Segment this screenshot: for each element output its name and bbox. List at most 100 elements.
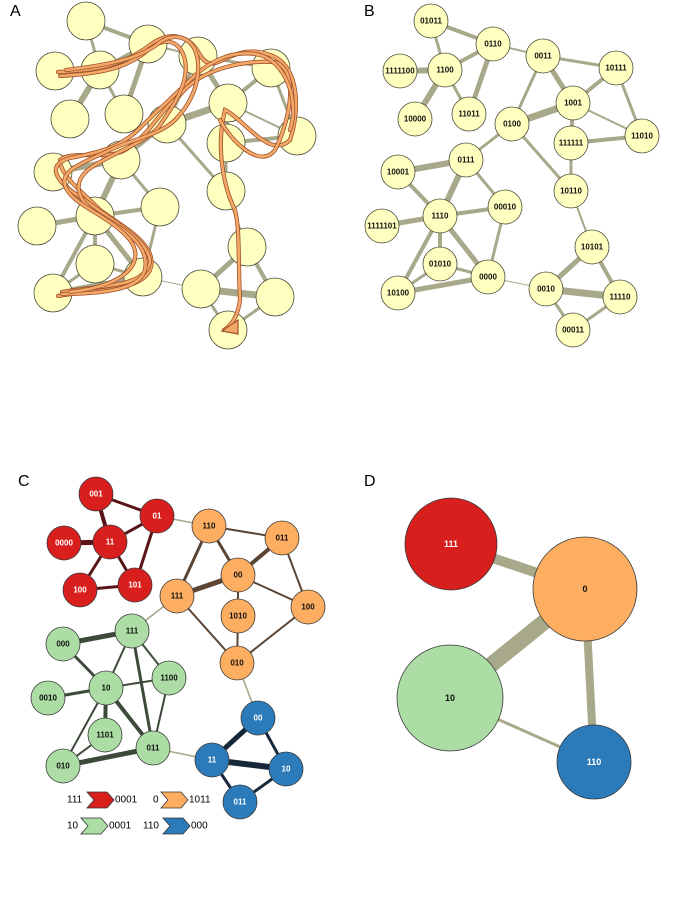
graph-b-node-label: 11011	[458, 110, 480, 119]
graph-c-node-green	[88, 670, 124, 706]
graph-c-node-orange	[220, 598, 256, 634]
graph-c-node-blue	[240, 700, 276, 736]
graph-c-node-green	[45, 748, 81, 784]
graph-c-node-green	[135, 730, 171, 766]
graph-a-node	[140, 187, 180, 227]
graph-b-node-label: 1110	[432, 212, 449, 221]
graph-b-node-label: 0100	[503, 120, 521, 129]
graph-c-node-orange	[191, 508, 227, 544]
graph-b-node-label: 0000	[479, 273, 497, 282]
graph-d-node-label: 0	[582, 584, 587, 594]
graph-b-node	[470, 259, 506, 295]
graph-b-node-label: 11110	[610, 293, 631, 302]
graph-c-node-red	[46, 525, 82, 561]
legend-right-code: 0001	[109, 821, 132, 832]
graph-c-node-green	[87, 717, 123, 753]
graph-c-node-orange	[159, 578, 195, 614]
graph-b-node	[574, 229, 610, 265]
graph-c-node-label: 00	[254, 714, 263, 723]
graph-a-node	[206, 123, 246, 163]
graph-b-node	[451, 96, 487, 132]
graph-b-node	[553, 125, 589, 161]
graph-b-node-label: 0110	[484, 40, 502, 49]
graph-b-node	[528, 271, 564, 307]
graph-c-node-label: 10	[102, 684, 111, 693]
graph-b-node	[397, 101, 433, 137]
graph-c-node-orange	[290, 589, 326, 625]
legend-right-code: 1011	[189, 795, 211, 806]
graph-c-node-label: 011	[276, 534, 289, 543]
graph-d-node-label: 10	[445, 693, 455, 703]
graph-a-node	[104, 94, 144, 134]
graph-b-node-label: 10110	[560, 187, 582, 196]
graph-c-node-label: 011	[234, 798, 247, 807]
trajectory-path	[63, 35, 200, 294]
graph-a-node	[255, 277, 295, 317]
graph-a-node	[66, 1, 106, 41]
graph-b-node	[364, 208, 400, 244]
graph-b-node-label: 00010	[494, 203, 517, 212]
graph-c-node-red	[78, 476, 114, 512]
graph-b-node	[422, 246, 458, 282]
graph-c-node-label: 010	[56, 762, 70, 771]
graph-a-node	[17, 206, 57, 246]
graph-d-node	[404, 497, 498, 591]
graph-c-node-red	[139, 498, 175, 534]
graph-c-node-label: 111	[126, 627, 139, 636]
graph-d-node-label: 110	[587, 757, 602, 767]
legend-chevron-icon	[80, 817, 109, 835]
panel-a-trajectory-graph	[17, 1, 317, 350]
graph-c-node-label: 110	[203, 522, 216, 531]
graph-b-node	[598, 50, 634, 86]
graph-c-node-green	[30, 680, 66, 716]
graph-c-node-orange	[220, 557, 256, 593]
graph-b-node-label: 111111	[559, 139, 584, 148]
graph-b-node	[553, 173, 589, 209]
panel-label-b: B	[364, 3, 375, 20]
graph-c-node-label: 101	[128, 581, 142, 590]
graph-b-node-label: 10000	[404, 115, 427, 124]
graph-c-node-label: 100	[73, 586, 87, 595]
graph-c-node-label: 100	[301, 603, 315, 612]
graph-b-node-label: 1100	[436, 66, 454, 75]
graph-c-node-label: 0000	[55, 539, 73, 548]
graph-b-node	[487, 189, 523, 225]
panel-label-c: C	[18, 473, 30, 490]
graph-b-node	[380, 275, 416, 311]
graph-c-node-red	[117, 567, 153, 603]
legend-chevron-icon	[162, 817, 191, 835]
graph-a-node	[208, 83, 248, 123]
graph-c-node-label: 01	[153, 512, 162, 521]
legend-left-code: 10	[67, 821, 79, 832]
graph-b-node-label: 0010	[537, 285, 555, 294]
graph-b-node-label: 10111	[605, 64, 627, 73]
graph-b-node	[602, 279, 638, 315]
legend-right-code: 000	[191, 821, 208, 832]
graph-a-node	[227, 227, 267, 267]
graph-c-edge	[130, 629, 155, 750]
graph-a-node	[75, 244, 115, 284]
panel-label-a: A	[10, 3, 21, 20]
graph-c-node-orange	[264, 520, 300, 556]
legend-chevron-icon	[160, 791, 189, 809]
legend-chevron-icon	[86, 791, 115, 809]
panel-label-d: D	[364, 473, 376, 490]
graph-b-node	[382, 53, 418, 89]
graph-c-node-label: 000	[56, 640, 70, 649]
graph-a-node	[50, 99, 90, 139]
graph-c-node-red	[62, 572, 98, 608]
graph-b-node-label: 01010	[429, 260, 452, 269]
graph-b-node	[422, 198, 458, 234]
graph-c-node-label: 00	[234, 571, 243, 580]
graph-c-node-green	[45, 626, 81, 662]
graph-c-node-label: 1010	[229, 612, 247, 621]
graph-d-node	[532, 536, 638, 642]
graph-c-node-orange	[219, 645, 255, 681]
graph-b-node	[380, 154, 416, 190]
graph-b-node-label: 00011	[562, 326, 584, 335]
graph-c-node-blue	[222, 784, 258, 820]
graph-b-node	[555, 312, 591, 348]
graph-c-node-label: 11	[208, 756, 217, 765]
graph-c-node-blue	[268, 751, 304, 787]
